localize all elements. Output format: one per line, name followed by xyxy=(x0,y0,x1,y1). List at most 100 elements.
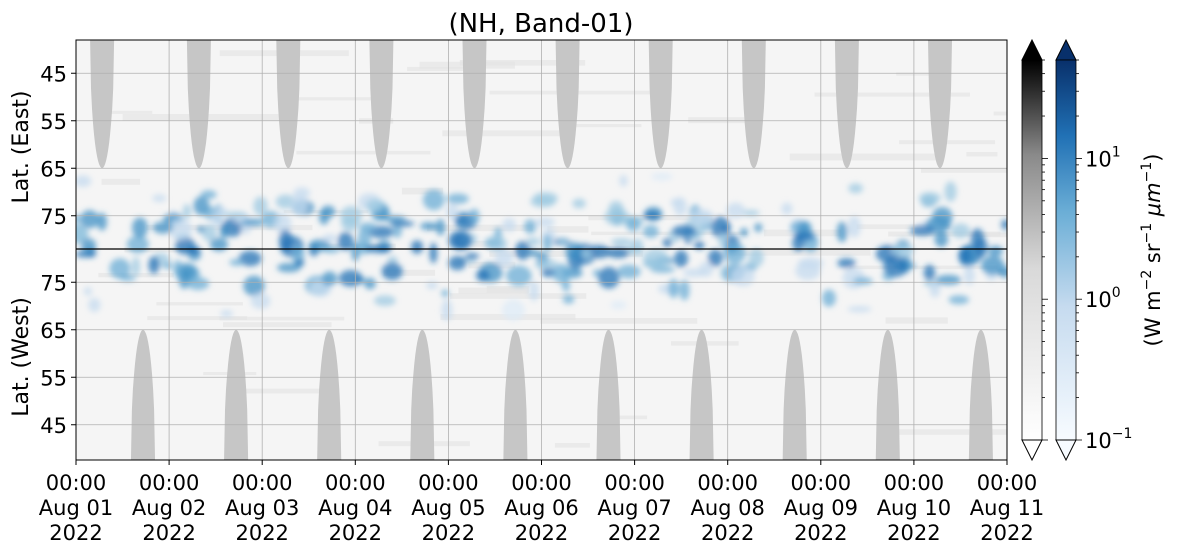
radiance-blob xyxy=(674,250,689,268)
x-tick-date: Aug 11 xyxy=(970,496,1044,520)
x-tick-year: 2022 xyxy=(794,521,847,545)
radiance-blob xyxy=(253,196,268,216)
radiance-blob xyxy=(847,215,861,238)
x-tick-year: 2022 xyxy=(142,521,195,545)
radiance-blob xyxy=(494,248,514,268)
x-tick-label: 00:00 Aug 11 2022 xyxy=(970,471,1044,545)
radiance-blob xyxy=(81,238,97,253)
radiance-blob xyxy=(672,225,696,237)
y-tick-label-west: 75 xyxy=(40,271,67,295)
x-tick-time: 00:00 xyxy=(232,471,293,495)
radiance-blob xyxy=(643,248,669,269)
colorbar-label-part xyxy=(1141,216,1165,223)
radiance-blob xyxy=(529,280,539,302)
radiance-blob xyxy=(441,299,453,322)
y-tick-label-east: 75 xyxy=(40,205,67,229)
radiance-blob xyxy=(793,231,815,241)
radiance-blob xyxy=(193,196,210,216)
night-gap-east xyxy=(741,40,766,169)
radiance-blob xyxy=(373,295,396,307)
background-streak xyxy=(459,60,586,66)
background-streak xyxy=(156,302,243,306)
background-streak xyxy=(450,293,587,299)
y-tick-label-west: 55 xyxy=(40,366,67,390)
x-tick-time: 00:00 xyxy=(511,471,572,495)
night-gap-west xyxy=(875,329,900,460)
radiance-blob xyxy=(708,249,723,267)
radiance-blob xyxy=(337,232,354,251)
night-gap-east xyxy=(555,40,580,169)
radiance-blob xyxy=(501,299,525,321)
x-tick-date: Aug 05 xyxy=(411,496,485,520)
radiance-blob xyxy=(219,224,229,239)
radiance-blob xyxy=(610,300,627,310)
radiance-blob xyxy=(1001,219,1007,230)
x-tick-time: 00:00 xyxy=(791,471,852,495)
radiance-blob xyxy=(515,241,531,260)
background-streak xyxy=(124,247,194,253)
radiance-blob xyxy=(173,259,182,279)
x-tick-label: 00:00 Aug 07 2022 xyxy=(597,471,671,545)
background-streak xyxy=(605,415,648,420)
x-tick-time: 00:00 xyxy=(139,471,200,495)
radiance-blob xyxy=(679,279,690,301)
colorbar-label-sup: −1 xyxy=(1139,162,1155,183)
radiance-blob xyxy=(650,172,673,181)
radiance-blob xyxy=(642,224,659,239)
background-streak xyxy=(856,224,950,230)
radiance-blob xyxy=(152,194,167,203)
colorbar-tick-label: 100 xyxy=(1085,285,1121,312)
radiance-blob xyxy=(389,220,415,227)
colorbar-greys-extend-top xyxy=(1021,38,1043,61)
radiance-blob xyxy=(484,236,508,251)
radiance-blob xyxy=(910,225,935,236)
radiance-blob xyxy=(96,212,108,231)
night-gap-east xyxy=(648,40,673,169)
colorbar-blues xyxy=(1055,38,1077,462)
colorbar-tick-base: 10 xyxy=(1085,147,1112,171)
radiance-blob xyxy=(693,241,705,250)
radiance-blob xyxy=(552,263,571,284)
background-streak xyxy=(242,388,321,394)
radiance-blob xyxy=(963,266,975,285)
radiance-blob xyxy=(429,242,438,264)
background-streak xyxy=(486,286,530,293)
radiance-blob xyxy=(847,306,872,313)
y-tick-label-east: 55 xyxy=(40,110,67,134)
ylabel-west: Lat. (West) xyxy=(9,297,34,417)
background-streak xyxy=(383,269,436,276)
radiance-blob xyxy=(572,198,586,209)
x-tick-year: 2022 xyxy=(329,521,382,545)
radiance-blob xyxy=(690,208,714,225)
x-tick-date: Aug 01 xyxy=(39,496,113,520)
x-tick-time: 00:00 xyxy=(46,471,107,495)
radiance-blob xyxy=(935,274,962,285)
radiance-blob xyxy=(929,281,941,298)
background-streak xyxy=(540,318,698,324)
x-tick-year: 2022 xyxy=(422,521,475,545)
radiance-blob xyxy=(131,256,141,277)
radiance-blob xyxy=(723,242,746,264)
x-tick-year: 2022 xyxy=(980,521,1033,545)
radiance-blob xyxy=(797,257,824,269)
radiance-blob xyxy=(608,200,624,217)
colorbar-label-sup: −2 xyxy=(1139,270,1155,291)
colorbar-greys xyxy=(1021,38,1043,462)
radiance-blob xyxy=(275,194,296,209)
radiance-blob xyxy=(422,189,445,211)
background-streak xyxy=(110,110,153,114)
radiance-blob xyxy=(852,277,873,285)
night-gap-east xyxy=(186,40,211,169)
night-gap-east xyxy=(927,40,953,169)
y-tick-label-west: 45 xyxy=(40,414,67,438)
radiance-blob xyxy=(719,225,731,233)
radiance-blob xyxy=(188,245,201,256)
chart-title: (NH, Band-01) xyxy=(448,9,633,39)
x-tick-date: Aug 08 xyxy=(690,496,764,520)
x-tick-label: 00:00 Aug 06 2022 xyxy=(504,471,578,545)
background-streak xyxy=(814,92,970,97)
radiance-blob xyxy=(506,265,532,287)
background-streak xyxy=(877,429,1007,435)
colorbar-tick-base: 10 xyxy=(1085,429,1112,453)
